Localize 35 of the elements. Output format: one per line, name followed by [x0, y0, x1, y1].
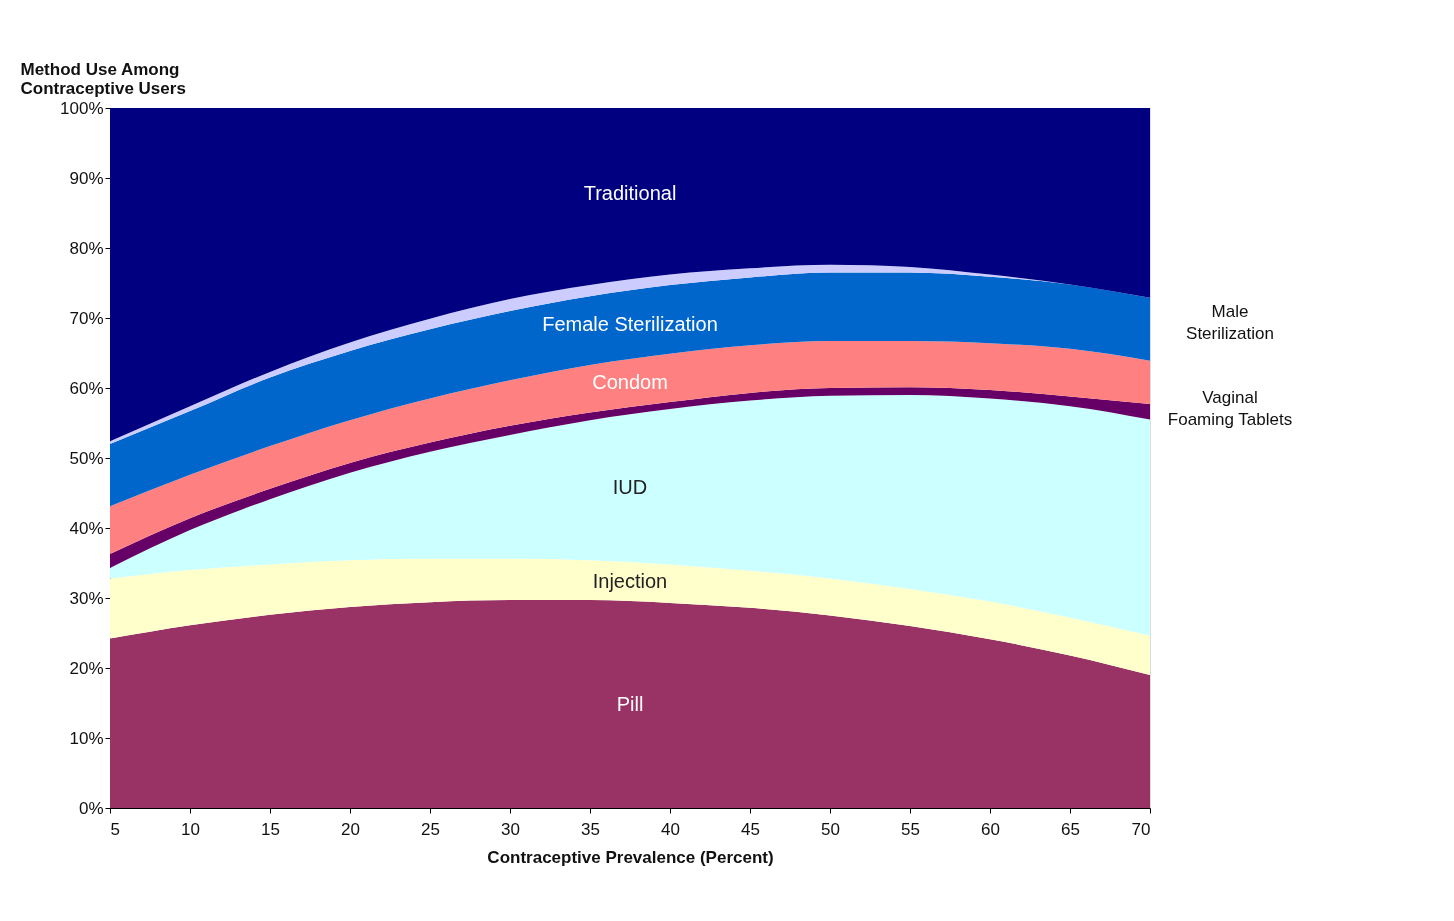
- y-tick-label: 20%: [69, 658, 104, 678]
- x-tick-label: 15: [261, 819, 280, 839]
- y-tick-label: 0%: [78, 798, 104, 818]
- y-tick-label: 60%: [69, 378, 104, 398]
- series-label: IUD: [612, 476, 648, 499]
- x-tick-label: 5: [110, 819, 120, 839]
- x-tick-label: 20: [341, 819, 360, 839]
- x-tick-label: 65: [1061, 819, 1080, 839]
- y-axis-title: Method Use Among Contraceptive Users: [20, 59, 186, 98]
- x-tick-label: 40: [661, 819, 680, 839]
- x-axis-title: Contraceptive Prevalence (Percent): [487, 847, 774, 867]
- x-tick-label: 50: [821, 819, 840, 839]
- y-tick-label: 70%: [69, 308, 104, 328]
- x-tick-label: 55: [901, 819, 920, 839]
- x-tick-label: 70: [1131, 819, 1151, 839]
- x-tick-label: 45: [741, 819, 760, 839]
- x-tick-label: 60: [981, 819, 1000, 839]
- series-label: Condom: [592, 371, 668, 394]
- y-tick-label: 100%: [60, 98, 104, 118]
- series-label: Female Sterilization: [542, 313, 718, 335]
- series-label: Traditional: [583, 181, 677, 204]
- y-tick-label: 40%: [69, 518, 104, 538]
- y-tick-label: 90%: [69, 168, 104, 188]
- x-tick-label: 25: [421, 819, 440, 839]
- y-tick-label: 80%: [69, 238, 104, 258]
- y-tick-label: 50%: [69, 448, 104, 468]
- x-tick-label: 10: [181, 819, 200, 839]
- y-tick-label: 30%: [69, 588, 104, 608]
- y-tick-label: 10%: [69, 728, 104, 748]
- x-tick-label: 30: [501, 819, 520, 839]
- x-tick-label: 35: [581, 819, 600, 839]
- text: Male Sterilization: [1186, 301, 1274, 343]
- series-label: Vaginal Foaming Tablets: [1167, 387, 1293, 429]
- series-label: Pill: [616, 692, 644, 715]
- series-label: Injection: [592, 569, 668, 592]
